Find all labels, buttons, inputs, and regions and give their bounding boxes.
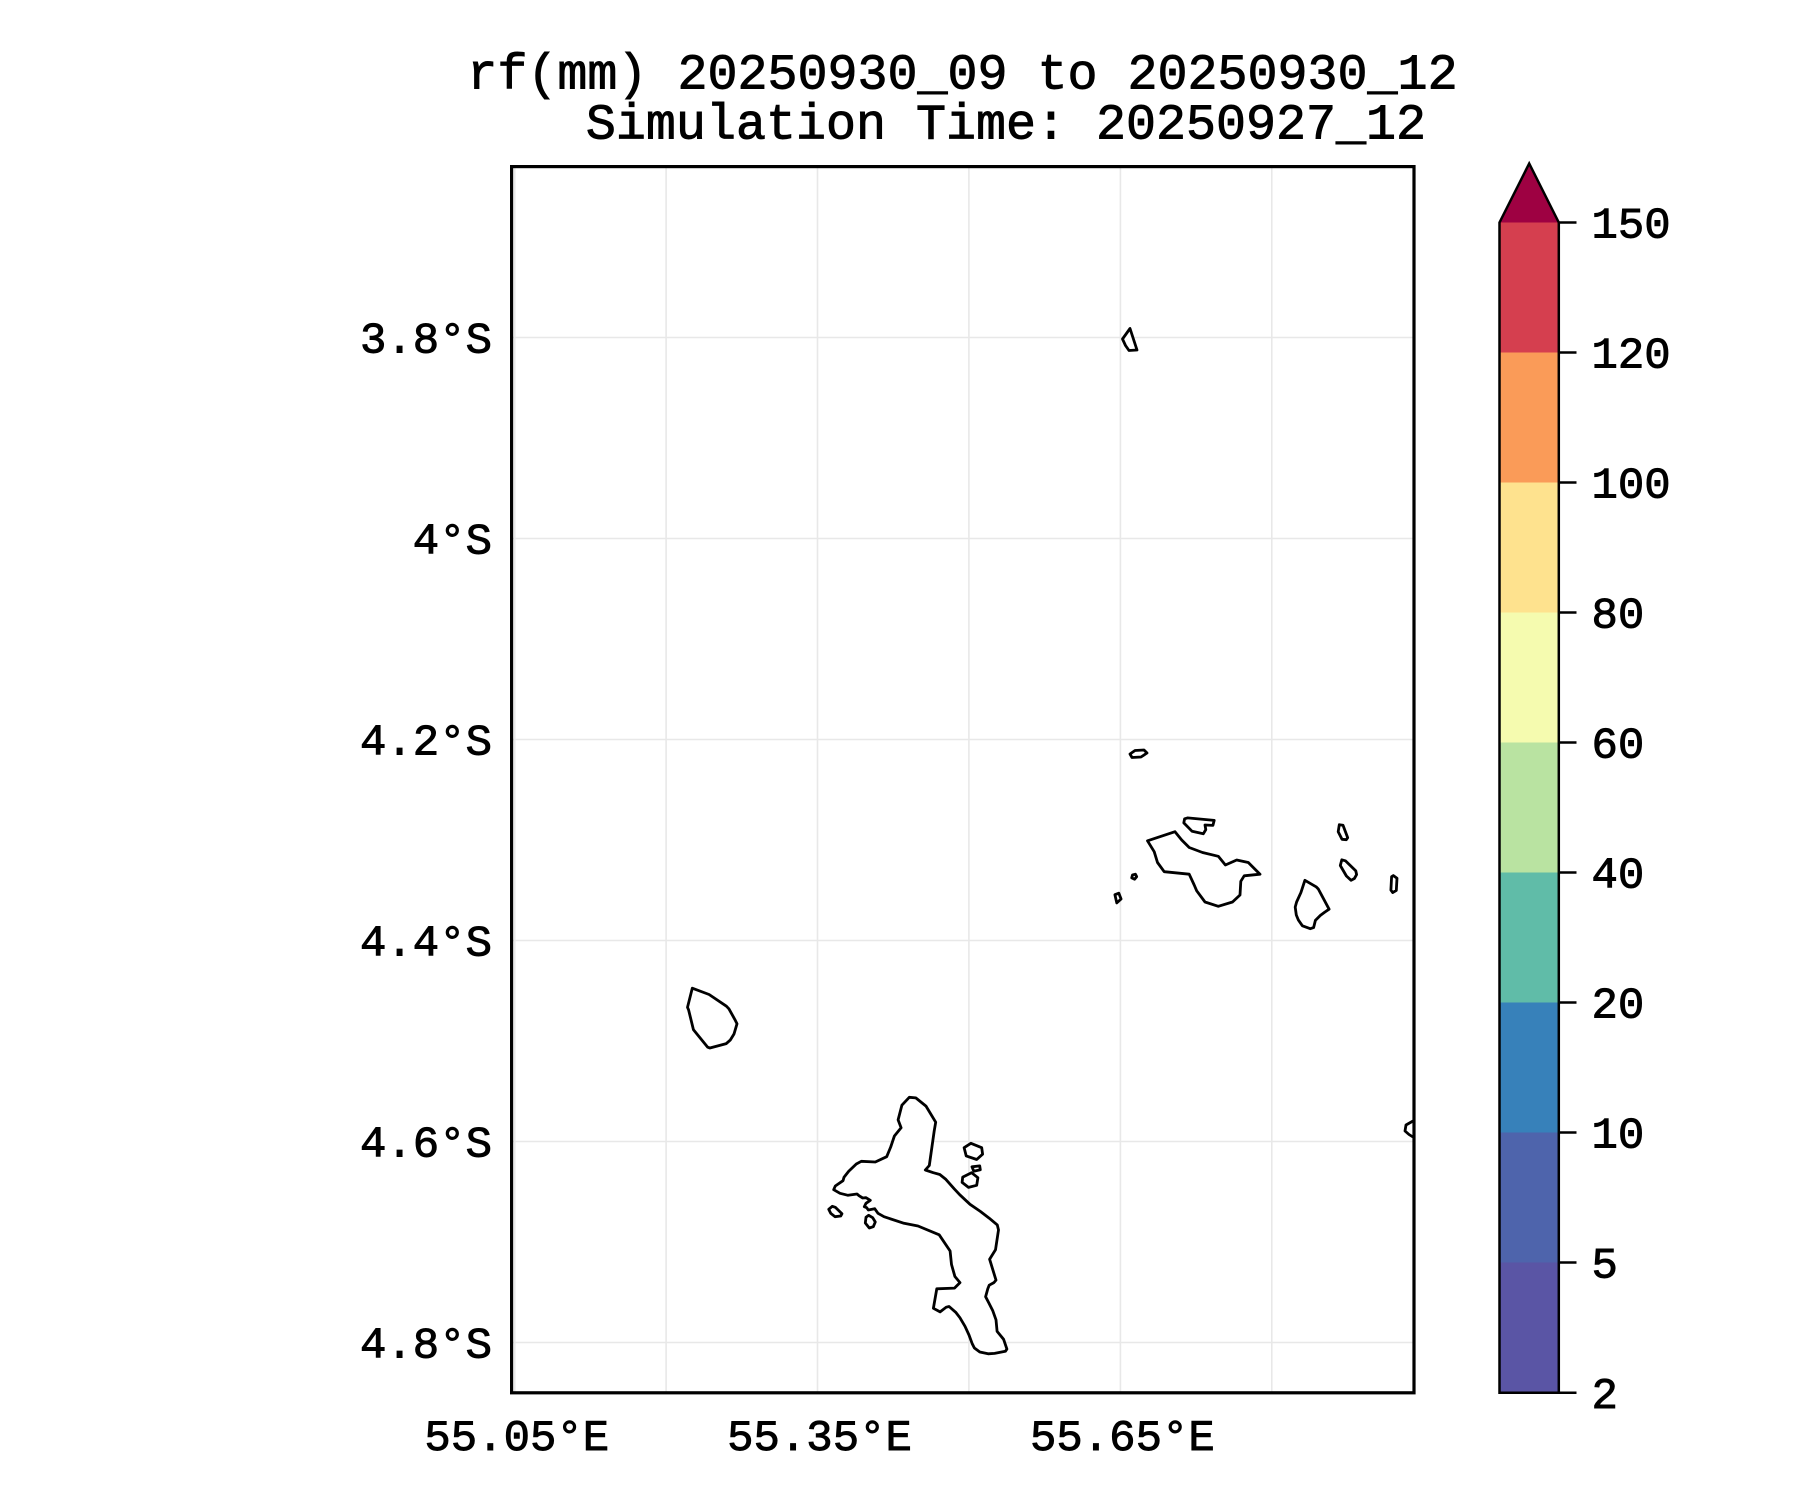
svg-text:4.2°S: 4.2°S: [360, 719, 492, 769]
svg-text:80: 80: [1592, 592, 1645, 642]
svg-text:rf(mm) 20250930_09 to 20250930: rf(mm) 20250930_09 to 20250930_12: [467, 48, 1457, 105]
svg-text:2: 2: [1592, 1372, 1618, 1422]
svg-text:4.6°S: 4.6°S: [360, 1121, 492, 1171]
svg-text:20: 20: [1592, 982, 1645, 1032]
svg-text:40: 40: [1592, 852, 1645, 902]
svg-text:100: 100: [1592, 462, 1671, 512]
svg-text:4°S: 4°S: [413, 518, 492, 568]
svg-text:55.05°E: 55.05°E: [424, 1414, 609, 1464]
svg-text:55.35°E: 55.35°E: [727, 1414, 912, 1464]
svg-text:4.8°S: 4.8°S: [360, 1322, 492, 1372]
svg-text:60: 60: [1592, 722, 1645, 772]
svg-text:3.8°S: 3.8°S: [360, 317, 492, 367]
svg-text:150: 150: [1592, 202, 1671, 252]
svg-text:10: 10: [1592, 1112, 1645, 1162]
svg-text:Simulation Time: 20250927_12: Simulation Time: 20250927_12: [586, 98, 1426, 155]
svg-text:55.65°E: 55.65°E: [1030, 1414, 1215, 1464]
svg-text:5: 5: [1592, 1242, 1618, 1292]
svg-text:4.4°S: 4.4°S: [360, 920, 492, 970]
svg-text:120: 120: [1592, 332, 1671, 382]
